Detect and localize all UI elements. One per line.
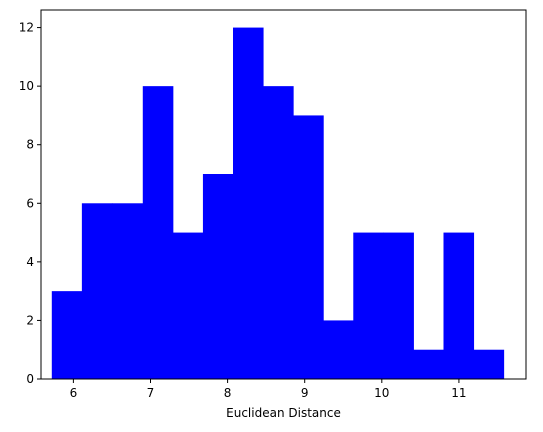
x-tick-label: 11 bbox=[451, 386, 466, 400]
x-tick-label: 9 bbox=[301, 386, 309, 400]
y-tick-label: 12 bbox=[19, 21, 34, 35]
histogram-bar bbox=[202, 174, 234, 379]
x-tick-label: 6 bbox=[70, 386, 78, 400]
y-tick-label: 8 bbox=[26, 138, 34, 152]
histogram-bar bbox=[353, 232, 384, 379]
plot-area: 6 7 8 9 10 11 0 2 4 6 8 10 12 bbox=[19, 9, 527, 400]
y-tick-label: 2 bbox=[26, 313, 34, 327]
histogram-bar bbox=[293, 115, 324, 379]
x-tick-label: 10 bbox=[374, 386, 389, 400]
y-tick-label: 0 bbox=[26, 372, 34, 386]
y-tick-label: 10 bbox=[19, 79, 34, 93]
x-axis-ticks: 6 7 8 9 10 11 bbox=[70, 379, 467, 400]
histogram-bar bbox=[142, 86, 174, 380]
histogram-bar bbox=[81, 203, 113, 379]
histogram-bar bbox=[172, 232, 204, 379]
x-tick-label: 7 bbox=[147, 386, 155, 400]
bars bbox=[51, 27, 505, 380]
x-tick-label: 8 bbox=[224, 386, 232, 400]
histogram-bar bbox=[51, 291, 83, 379]
axes-frame bbox=[40, 9, 527, 380]
histogram-bar bbox=[413, 349, 444, 379]
histogram-bar bbox=[473, 349, 505, 379]
histogram-bar bbox=[263, 86, 294, 380]
histogram-bar bbox=[111, 203, 144, 379]
y-tick-label: 4 bbox=[26, 255, 34, 269]
y-axis-ticks: 0 2 4 6 8 10 12 bbox=[19, 21, 41, 386]
histogram-bar bbox=[232, 27, 264, 379]
histogram-bar bbox=[443, 232, 475, 379]
y-tick-label: 6 bbox=[26, 196, 34, 210]
histogram-bar bbox=[383, 232, 414, 379]
histogram-bar bbox=[323, 320, 354, 379]
x-axis-label: Euclidean Distance bbox=[226, 406, 341, 420]
